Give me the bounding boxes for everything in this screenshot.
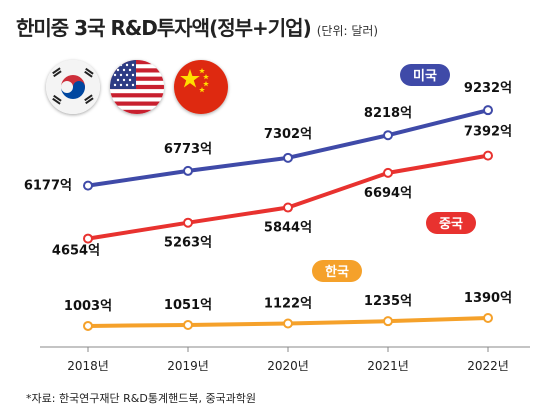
data-label: 6773억 [164,142,212,157]
legend-badge [400,64,450,86]
data-point [483,313,493,324]
data-point [383,316,393,327]
data-label: 8218억 [364,106,412,121]
data-point [383,130,393,141]
data-point [183,217,193,228]
data-label: 6694억 [364,186,412,201]
data-label: 7392억 [464,125,512,140]
data-label: 5263억 [164,236,212,251]
x-tick-label: 2018년 [67,359,109,373]
data-label: 1235억 [364,294,412,309]
data-point [183,319,193,330]
data-point [283,318,293,329]
data-label: 1390억 [464,291,512,306]
data-label: 5844억 [264,221,312,236]
usa-flag-icon [110,60,164,114]
chart-title: 한미중 3국 R&D투자액(정부+기업) [16,16,312,40]
data-label: 7302억 [264,127,312,142]
data-point [483,150,493,161]
china-flag-icon [174,60,228,114]
title-block: 한미중 3국 R&D투자액(정부+기업) (단위: 달러) [16,12,378,41]
data-point [83,180,93,191]
unit-label: (단위: 달러) [316,24,379,38]
data-point [383,167,393,178]
data-point [83,233,93,244]
data-label: 1051억 [164,298,212,313]
source-note: *자료: 한국연구재단 R&D통계핸드북, 중국과학원 [26,392,257,405]
south-korea-flag-icon [46,60,100,114]
x-tick-label: 2020년 [267,359,309,373]
data-point [283,202,293,213]
data-point [483,105,493,116]
x-tick-label: 2021년 [367,359,409,373]
data-point [183,165,193,176]
data-point [283,152,293,163]
series-line-0 [87,108,489,188]
data-label: 1003억 [64,299,112,314]
x-tick-label: 2022년 [467,359,509,373]
data-label: 6177억 [24,179,72,194]
legend-label: 한국 [325,264,349,280]
x-tick-label: 2019년 [167,359,209,373]
legend-badge [426,212,476,234]
legend-badge [312,260,362,282]
legend-label: 미국 [413,68,437,84]
data-point [83,320,93,331]
data-label: 9232억 [464,81,512,96]
legend-label: 중국 [439,217,463,232]
data-label: 4654억 [52,244,100,259]
data-label: 1122억 [264,296,312,311]
